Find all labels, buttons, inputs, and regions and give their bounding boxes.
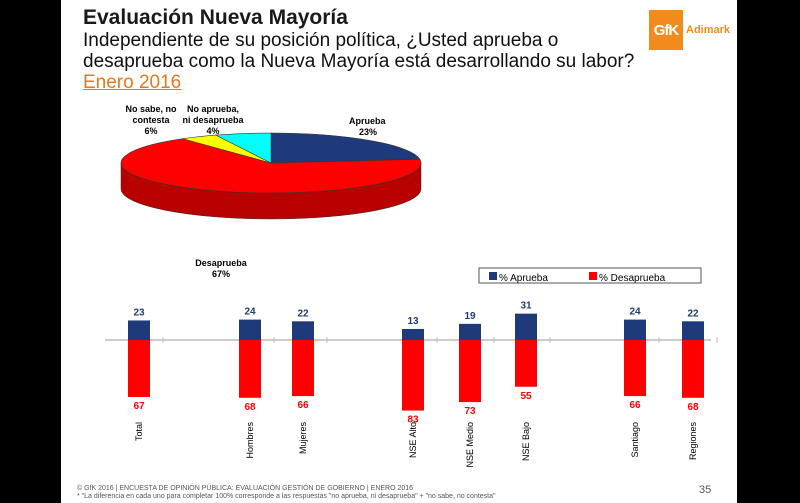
- bar-desaprueba-4: [459, 340, 481, 403]
- slide-title: Evaluación Nueva Mayoría: [83, 6, 348, 29]
- pie-slice-0: [270, 132, 421, 164]
- legend-swatch-aprueba: [489, 272, 497, 280]
- gfk-adimark-logo: GfK Adimark: [649, 10, 730, 50]
- bar-value-aprueba-4: 19: [464, 311, 476, 322]
- date-link[interactable]: Enero 2016: [83, 72, 182, 93]
- bar-desaprueba-0: [128, 340, 150, 397]
- bar-aprueba-3: [402, 328, 424, 340]
- pie-label-3: No sabe, no: [125, 104, 177, 114]
- bar-value-aprueba-7: 22: [687, 308, 699, 319]
- pie-value-2: 4%: [206, 126, 219, 136]
- pie-label-3: contesta: [132, 115, 170, 125]
- bar-value-aprueba-3: 13: [407, 316, 419, 327]
- legend-swatch-desaprueba: [589, 272, 597, 280]
- footer: © GfK 2016 | ENCUESTA DE OPINIÓN PÚBLICA…: [77, 485, 597, 501]
- adimark-logo-text: Adimark: [686, 24, 731, 36]
- bar-value-desaprueba-3: 83: [407, 415, 419, 426]
- pie-value-1: 67%: [212, 269, 230, 279]
- pie-slice-1: [120, 138, 422, 194]
- bar-category-label-1: Hombres: [245, 422, 255, 459]
- bar-desaprueba-2: [292, 340, 314, 397]
- page-number: 35: [699, 484, 712, 496]
- bar-desaprueba-5: [515, 340, 537, 387]
- footer-source: © GfK 2016 | ENCUESTA DE OPINIÓN PÚBLICA…: [77, 485, 414, 492]
- bar-value-desaprueba-4: 73: [464, 406, 476, 417]
- pie-label-2: No aprueba,: [187, 104, 239, 114]
- bar-desaprueba-6: [624, 340, 646, 397]
- footer-note: * "La diferencia en cada uno para comple…: [77, 493, 496, 500]
- pie-label-1: Desaprueba: [195, 258, 248, 268]
- bar-value-aprueba-0: 23: [133, 307, 145, 318]
- bar-aprueba-0: [128, 320, 150, 340]
- bar-category-label-2: Mujeres: [298, 422, 308, 455]
- bar-value-desaprueba-0: 67: [133, 401, 145, 412]
- legend-label-aprueba: % Aprueba: [499, 273, 548, 284]
- gfk-logo-mark: GfK: [649, 10, 683, 50]
- bar-aprueba-2: [292, 321, 314, 340]
- bar-desaprueba-1: [239, 340, 261, 398]
- pie-label-0: Aprueba: [349, 116, 387, 126]
- pie-label-2: ni desaprueba: [182, 115, 244, 125]
- pie-value-3: 6%: [144, 126, 157, 136]
- pie-slice-3: [214, 132, 272, 164]
- bar-category-label-5: NSE Bajo: [521, 422, 531, 461]
- slide: Evaluación Nueva Mayoría Independiente d…: [61, 0, 737, 503]
- bar-category-label-7: Regiones: [688, 422, 698, 461]
- bar-value-desaprueba-5: 55: [520, 391, 532, 402]
- bar-value-aprueba-5: 31: [520, 301, 532, 312]
- legend-label-desaprueba: % Desaprueba: [599, 273, 666, 284]
- bar-category-label-4: NSE Medio: [465, 422, 475, 468]
- bar-value-aprueba-1: 24: [244, 307, 256, 318]
- bar-value-desaprueba-7: 68: [687, 402, 699, 413]
- bar-desaprueba-3: [402, 340, 424, 411]
- bar-aprueba-6: [624, 319, 646, 340]
- bar-desaprueba-7: [682, 340, 704, 398]
- bar-value-aprueba-2: 22: [297, 308, 309, 319]
- bar-value-desaprueba-2: 66: [297, 400, 309, 411]
- bar-category-label-3: NSE Alto: [408, 422, 418, 458]
- bar-category-label-6: Santiago: [630, 422, 640, 458]
- bar-aprueba-1: [239, 319, 261, 340]
- pie-value-0: 23%: [359, 127, 377, 137]
- question-text: Independiente de su posición política, ¿…: [83, 30, 635, 72]
- bar-value-desaprueba-6: 66: [629, 400, 641, 411]
- bar-value-aprueba-6: 24: [629, 307, 641, 318]
- bar-category-label-0: Total: [134, 422, 144, 441]
- bar-aprueba-5: [515, 313, 537, 340]
- bar-aprueba-7: [682, 321, 704, 340]
- bar-value-desaprueba-1: 68: [244, 402, 256, 413]
- bar-aprueba-4: [459, 323, 481, 340]
- slide-question: Independiente de su posición política, ¿…: [83, 30, 643, 93]
